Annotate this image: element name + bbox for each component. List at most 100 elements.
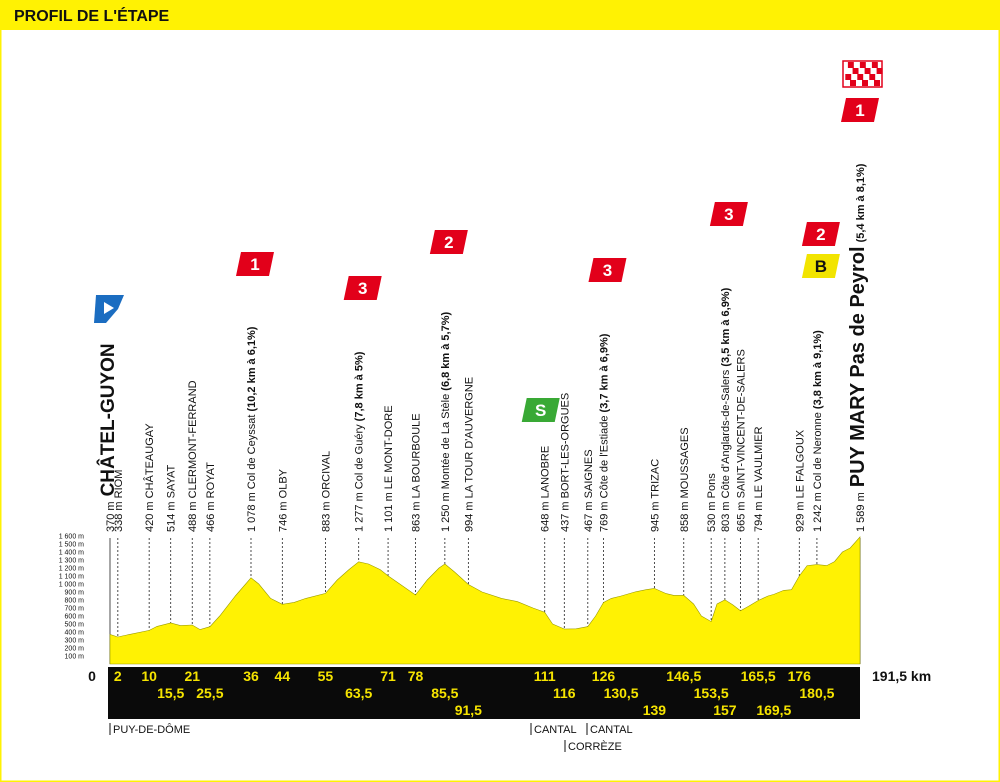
waypoint-name: LE FALGOUX [794,429,806,498]
climb-detail: (7,8 km à 5%) [354,351,366,421]
waypoint-label: 1 277 m Col de Guéry (7,8 km à 5%) [354,351,366,532]
waypoint-label: 994 m LA TOUR D'AUVERGNE [463,377,475,532]
climb-detail: (3,7 km à 6,9%) [598,333,610,412]
climb-category-badge-label: 3 [358,279,367,298]
y-tick-label: 500 m [65,622,85,629]
km-marker: 169,5 [756,702,791,718]
km-marker: 85,5 [431,685,458,701]
waypoint-label: 769 m Côte de l'Estiade (3,7 km à 6,9%) [598,333,610,532]
waypoint-label: 1 250 m Montée de La Stèle (6,8 km à 5,7… [440,312,452,532]
y-tick-label: 300 m [65,638,85,645]
y-tick-label: 700 m [65,606,85,613]
waypoint-name: Montée de La Stèle [440,394,452,489]
sprint-badge-label: S [535,401,546,420]
km-marker: 139 [643,702,667,718]
waypoint-altitude: 1 242 m [812,492,824,532]
region-label: CANTAL [534,724,577,736]
y-tick-label: 100 m [65,654,85,661]
waypoint-altitude: 648 m [540,501,552,532]
waypoint-name: LE VAULMIER [753,426,765,498]
finish-label: 1 589 m PUY MARY Pas de Peyrol (5,4 km à 8… [847,163,869,532]
checker-square [868,80,874,86]
waypoint-name: Côte de l'Estiade [598,416,610,499]
waypoint-altitude: 794 m [753,501,765,532]
finish-summit: PUY MARY Pas de Peyrol [847,246,869,487]
waypoint-label: 858 m MOUSSAGES [679,427,691,532]
waypoint-name: RIOM [113,470,125,499]
waypoint-altitude: 746 m [277,501,289,532]
header-bar [0,0,1000,30]
waypoint-name: Col de Ceyssat [246,415,258,490]
km-markers: 0 2 10 21 36 44 55 71 78 111 126 146,5 165,5 176 15,5 2… [88,668,931,718]
waypoint-altitude: 994 m [463,501,475,532]
start-arrow-icon [104,302,114,314]
waypoint-altitude: 803 m [720,501,732,532]
waypoint-altitude: 530 m [706,501,718,532]
start-town: CHÂTEL-GUYON [97,343,119,496]
waypoint-label: 648 m LANOBRE [540,446,552,532]
checker-square [858,68,865,74]
checker-square [846,68,853,74]
km-band [108,667,860,719]
checker-square [870,68,877,74]
checker-square [875,74,882,80]
start-label: 370 m CHÂTEL-GUYON [97,343,119,532]
climb-category-badge-label: 2 [816,225,825,244]
km-marker: 15,5 [157,685,184,701]
waypoint-altitude: 863 m [410,501,422,532]
waypoint-name: Col de Guéry [354,424,366,489]
region-labels: PUY-DE-DÔME CANTAL CANTAL CORRÈZE [109,723,633,753]
km-marker: 55 [318,668,334,684]
climb-category-badge-label: 2 [444,233,453,252]
waypoint-label: 488 m CLERMONT-FERRAND [187,380,199,532]
checker-square [863,74,870,80]
checker-square [859,62,866,68]
checker-square [850,80,856,86]
checker-square [874,80,880,86]
y-tick-label: 1 200 m [59,566,84,573]
climb-category-badge-shape [235,252,274,276]
waypoint-label: 1 242 m Col de Neronne (3,8 km à 9,1%) [812,330,824,532]
waypoint-altitude: 769 m [598,501,610,532]
km-marker: 126 [592,668,616,684]
km-marker: 153,5 [694,685,729,701]
waypoint-name: Col de Neronne [812,412,824,489]
waypoint-altitude: 665 m [736,501,748,532]
checker-square [852,68,859,74]
waypoint-label: 665 m SAINT-VINCENT-DE-SALERS [736,349,748,532]
checker-square [862,80,868,86]
waypoint-altitude: 467 m [583,501,595,532]
waypoint-name: SAYAT [166,464,178,498]
start-altitude: 370 m [105,501,117,532]
waypoint-name: Côte d'Anglards-de-Salers [720,369,732,498]
finish-checkered-flag [842,60,884,88]
waypoint-name: LA BOURBOULE [410,413,422,498]
km-marker: 176 [788,668,812,684]
waypoint-altitude: 514 m [166,501,178,532]
waypoint-altitude: 338 m [113,501,125,532]
waypoint-name: CLERMONT-FERRAND [187,380,199,498]
waypoint-name: LE MONT-DORE [383,405,395,489]
km-marker: 116 [553,685,576,701]
checker-square [869,74,876,80]
waypoint-name: ROYAT [205,462,217,499]
waypoint-altitude: 1 101 m [383,492,395,532]
waypoint-label: 929 m LE FALGOUX [794,429,806,532]
waypoint-label: 437 m BORT-LES-ORGUES [559,393,571,532]
waypoint-name: BORT-LES-ORGUES [559,393,571,499]
climb-category-badge-shape [343,276,382,300]
waypoint-altitude: 466 m [205,501,217,532]
waypoint-name: CHÂTEAUGAY [143,423,156,499]
waypoint-label: 883 m ORCIVAL [320,451,332,532]
climb-category-badge-shape [709,202,748,226]
checker-square [847,62,854,68]
waypoint-name: TRIZAC [649,459,661,499]
waypoint-name: LA TOUR D'AUVERGNE [463,377,475,499]
km-marker: 130,5 [604,685,639,701]
waypoint-label: 420 m CHÂTEAUGAY [143,423,156,532]
y-tick-label: 200 m [65,646,85,653]
y-tick-label: 900 m [65,590,85,597]
waypoint-label: 803 m Côte d'Anglards-de-Salers (3,5 km … [720,287,732,532]
